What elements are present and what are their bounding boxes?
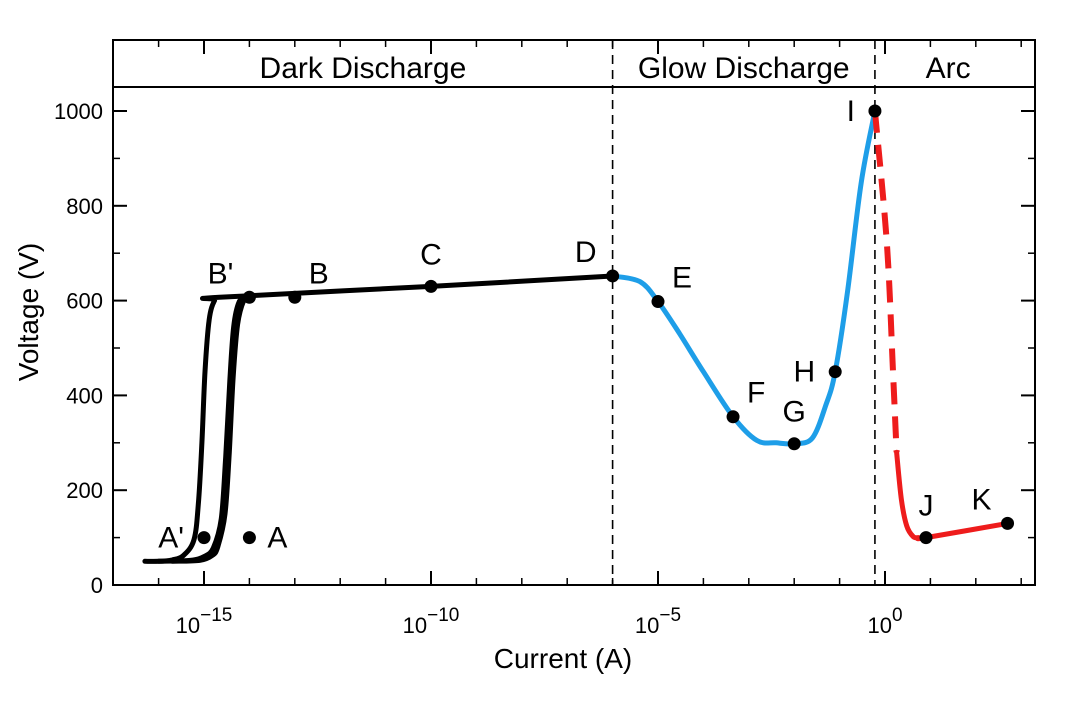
point-marker-2 <box>242 290 256 304</box>
labeled-points: A' A B' B C D E FGH I J K <box>158 95 1015 555</box>
point-marker-11 <box>919 531 933 545</box>
region-label-2: Arc <box>926 52 971 85</box>
point-marker-10 <box>868 104 882 118</box>
plot-frame <box>112 39 1036 586</box>
x-tick-label-0: 10−15 <box>176 605 233 638</box>
point-marker-3 <box>288 290 302 304</box>
point-marker-7 <box>726 410 740 424</box>
point-label-6: E <box>672 262 692 295</box>
point-marker-6 <box>651 295 665 309</box>
axis-ticks: 0 200 400 600 800 1000 10−15 10−10 10−5 100 <box>54 40 1035 638</box>
series-group <box>142 108 1010 564</box>
point-marker-12 <box>1001 516 1015 530</box>
point-label-8: G <box>783 396 806 429</box>
y-tick-label-2: 400 <box>66 383 103 408</box>
y-tick-label-1: 200 <box>66 478 103 503</box>
x-tick-label-1: 10−10 <box>403 605 460 638</box>
x-tick-label-2: 10−5 <box>635 605 681 638</box>
point-label-11: J <box>919 490 934 523</box>
y-tick-label-0: 0 <box>91 573 103 598</box>
series-line-0 <box>142 273 616 564</box>
point-label-3: B <box>309 257 329 290</box>
point-marker-0 <box>197 531 211 545</box>
y-tick-label-5: 1000 <box>54 99 103 124</box>
point-label-7: F <box>747 377 765 410</box>
point-label-1: A <box>267 522 287 555</box>
point-label-12: K <box>972 483 992 516</box>
point-marker-8 <box>787 437 801 451</box>
series-line-3 <box>610 108 878 447</box>
point-label-4: C <box>420 238 442 271</box>
y-tick-label-3: 600 <box>66 289 103 314</box>
point-marker-1 <box>242 531 256 545</box>
series-line-2 <box>169 295 252 564</box>
y-axis-title: Voltage (V) <box>13 243 44 382</box>
point-label-5: D <box>575 236 597 269</box>
point-marker-9 <box>828 365 842 379</box>
x-tick-label-3: 100 <box>867 605 902 638</box>
point-label-10: I <box>847 95 855 128</box>
region-label-0: Dark Discharge <box>260 52 467 85</box>
region-label-1: Glow Discharge <box>638 52 850 85</box>
region-header: Dark Discharge Glow Discharge Arc <box>260 52 971 85</box>
region-boundaries <box>611 40 876 585</box>
point-label-2: B' <box>208 257 234 290</box>
point-marker-4 <box>424 279 438 293</box>
series-line-4 <box>871 110 900 453</box>
y-tick-label-4: 800 <box>66 194 103 219</box>
x-axis-title: Current (A) <box>494 643 632 674</box>
point-marker-5 <box>606 269 620 283</box>
point-label-0: A' <box>158 522 184 555</box>
point-label-9: H <box>794 356 816 389</box>
